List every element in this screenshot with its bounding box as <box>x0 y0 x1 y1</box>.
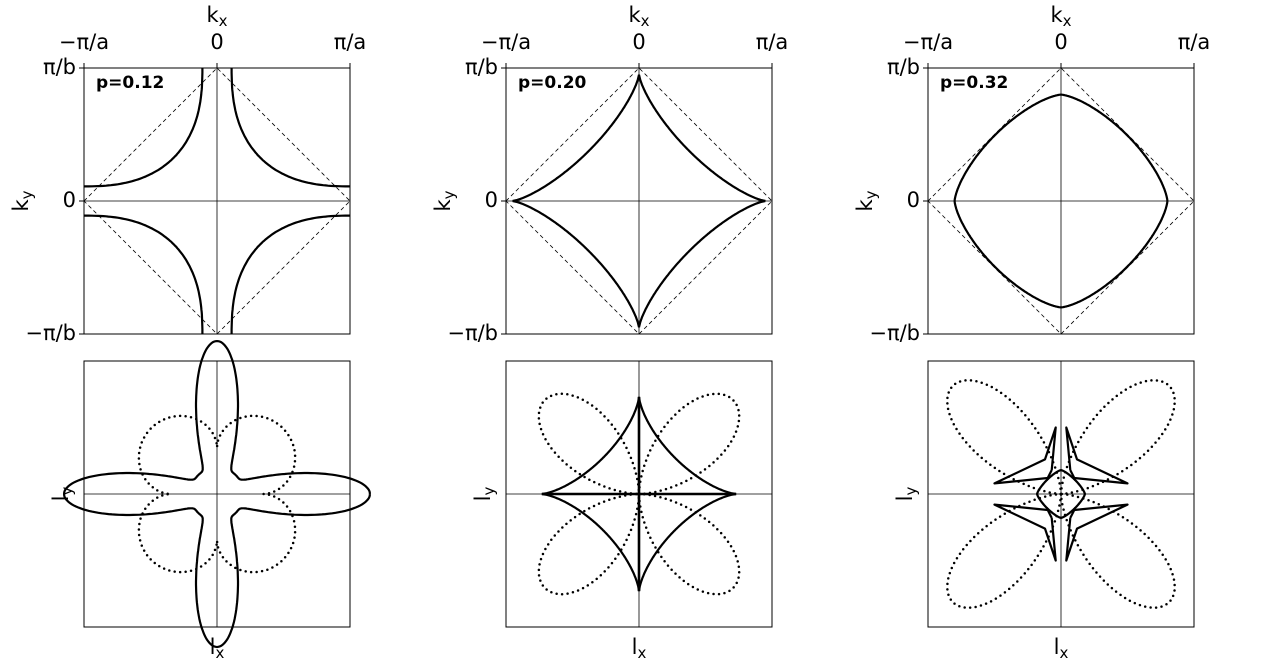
axis-title: kx <box>1050 3 1071 30</box>
curve <box>512 74 766 328</box>
y-tick-label: 0 <box>907 188 920 212</box>
axis-title: ly <box>893 487 920 502</box>
axis-title-base: k <box>628 3 641 27</box>
curve <box>84 214 204 334</box>
axis-title: lx <box>1054 635 1069 662</box>
axis-title: lx <box>210 635 225 662</box>
axis-title-sub: x <box>637 644 646 662</box>
axis-title: ky <box>431 190 458 211</box>
axis-title-sub: y <box>440 190 458 199</box>
axes-frame <box>83 67 351 335</box>
curve <box>62 339 371 649</box>
curve <box>1036 469 1086 519</box>
axis-title-sub: x <box>641 12 650 30</box>
curve <box>230 214 350 334</box>
axes-frame <box>505 360 773 628</box>
y-tick-label: π/b <box>465 55 498 79</box>
axis-title: ly <box>49 487 76 502</box>
y-tick-label: 0 <box>63 188 76 212</box>
curve <box>993 426 1057 485</box>
axis-title-sub: x <box>215 644 224 662</box>
curve <box>230 68 350 188</box>
axis-title-base: l <box>471 496 495 502</box>
axis-title-sub: y <box>480 487 498 496</box>
x-tick-label: 0 <box>632 30 645 54</box>
axis-title: kx <box>628 3 649 30</box>
axis-title-sub: x <box>219 12 228 30</box>
axis-title-base: l <box>210 635 216 659</box>
axis-title: ky <box>9 190 36 211</box>
panel-label: p=0.32 <box>940 73 1008 93</box>
axis-title-sub: y <box>58 487 76 496</box>
y-tick-label: −π/b <box>447 321 498 345</box>
axes-frame <box>83 360 351 628</box>
y-tick-label: 0 <box>485 188 498 212</box>
dotted-curve <box>137 414 297 574</box>
zone-boundary <box>927 67 1195 335</box>
x-tick-label: π/a <box>756 30 789 54</box>
axis-title: ly <box>471 487 498 502</box>
axes-frame <box>505 67 773 335</box>
axis-title-base: l <box>49 496 73 502</box>
axis-title-sub: x <box>1059 644 1068 662</box>
y-tick-label: −π/b <box>25 321 76 345</box>
axis-title-sub: y <box>18 190 36 199</box>
axis-title-base: k <box>853 199 877 212</box>
x-tick-label: 0 <box>210 30 223 54</box>
axis-title: kx <box>206 3 227 30</box>
zone-boundary <box>505 67 773 335</box>
panel-label: p=0.12 <box>96 73 164 93</box>
x-tick-label: −π/a <box>481 30 531 54</box>
axis-title: ky <box>853 190 880 211</box>
axes-frame <box>927 360 1195 628</box>
y-tick-label: π/b <box>887 55 920 79</box>
curve <box>993 503 1057 562</box>
axis-title-base: k <box>206 3 219 27</box>
axis-title-base: k <box>9 199 33 212</box>
curve <box>84 68 204 188</box>
curve <box>953 93 1169 309</box>
panel-label: p=0.20 <box>518 73 587 93</box>
axis-title-sub: x <box>1063 12 1072 30</box>
axis-title-base: l <box>632 635 638 659</box>
x-tick-label: π/a <box>1178 30 1211 54</box>
axis-title-sub: y <box>862 190 880 199</box>
x-tick-label: −π/a <box>59 30 109 54</box>
y-tick-label: π/b <box>43 55 76 79</box>
y-tick-label: −π/b <box>869 321 920 345</box>
x-tick-label: −π/a <box>903 30 953 54</box>
axes-frame <box>927 67 1195 335</box>
dotted-curve <box>946 379 1176 609</box>
curve <box>1065 503 1129 562</box>
axis-title-base: l <box>1054 635 1060 659</box>
x-tick-label: 0 <box>1054 30 1067 54</box>
zone-boundary <box>83 67 351 335</box>
axis-title-base: k <box>431 199 455 212</box>
x-tick-label: π/a <box>334 30 367 54</box>
curve <box>1065 426 1129 485</box>
axis-title-base: l <box>893 496 917 502</box>
axis-title: lx <box>632 635 647 662</box>
axis-title-base: k <box>1050 3 1063 27</box>
axis-title-sub: y <box>902 487 920 496</box>
